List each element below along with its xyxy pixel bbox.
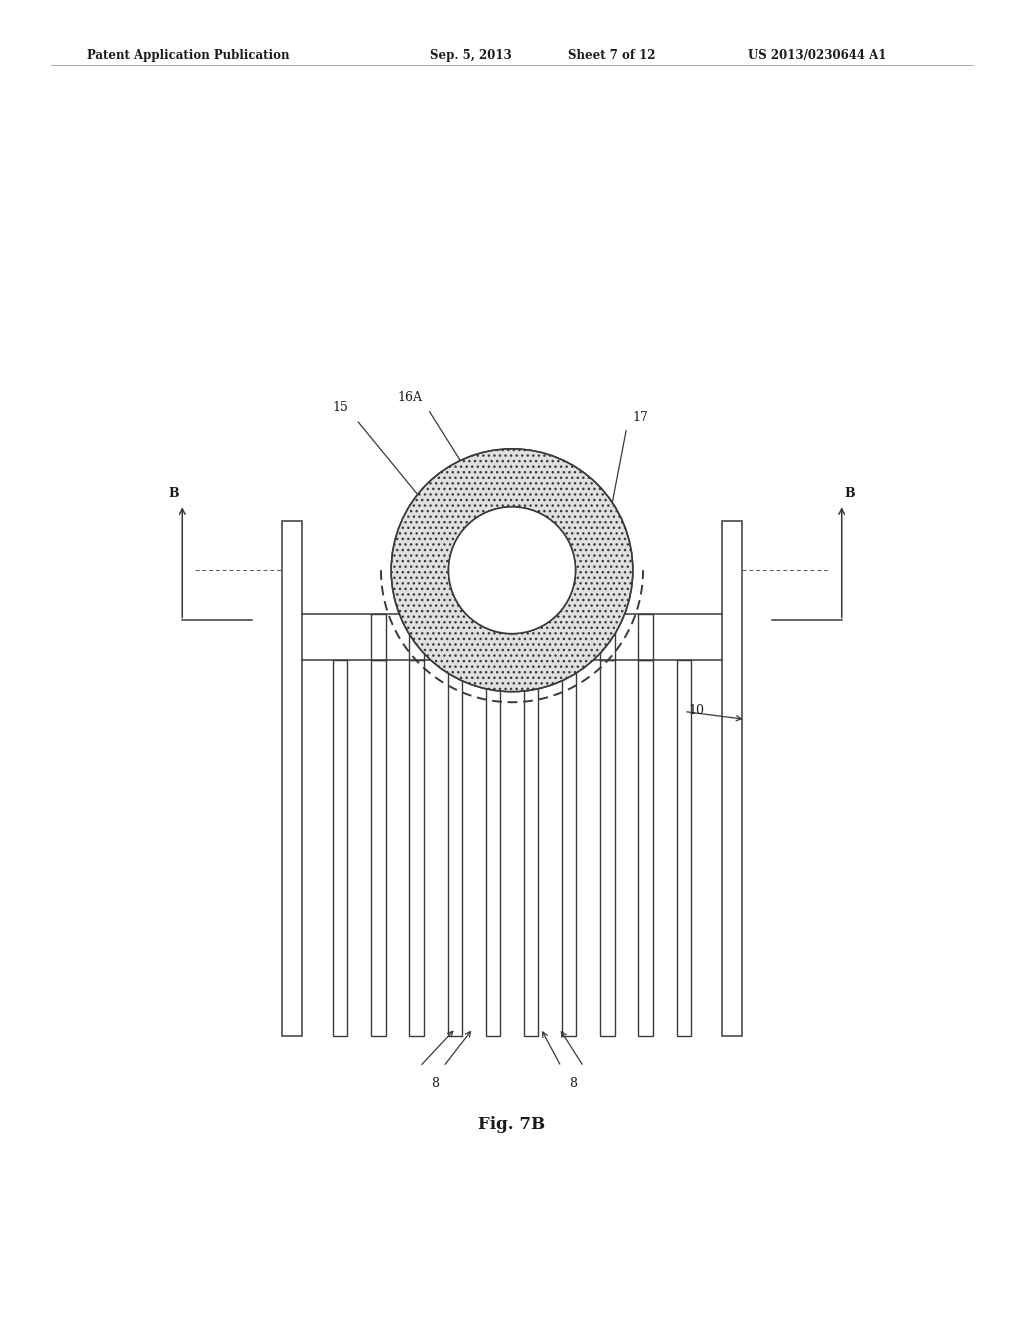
Bar — [524, 614, 539, 660]
Bar — [722, 521, 742, 1036]
Text: 17: 17 — [633, 411, 649, 424]
Text: Patent Application Publication: Patent Application Publication — [87, 49, 290, 62]
Text: Sheet 7 of 12: Sheet 7 of 12 — [568, 49, 655, 62]
Ellipse shape — [449, 507, 575, 634]
Text: 16A: 16A — [398, 391, 423, 404]
Bar — [485, 614, 500, 660]
Bar — [562, 614, 577, 660]
Bar — [600, 660, 614, 1036]
Ellipse shape — [391, 449, 633, 692]
Bar — [600, 614, 614, 660]
Text: B: B — [845, 487, 855, 500]
Bar — [638, 660, 652, 1036]
Bar — [333, 660, 347, 1036]
Bar — [447, 614, 462, 660]
Bar — [372, 660, 386, 1036]
Text: 10: 10 — [688, 704, 705, 717]
Bar — [677, 660, 691, 1036]
Bar — [562, 660, 577, 1036]
Text: US 2013/0230644 A1: US 2013/0230644 A1 — [748, 49, 886, 62]
Bar — [410, 614, 424, 660]
Bar — [447, 660, 462, 1036]
Bar — [372, 614, 386, 660]
Ellipse shape — [449, 507, 575, 634]
Bar — [282, 521, 302, 1036]
Text: Fig. 7B: Fig. 7B — [478, 1117, 546, 1133]
Text: Sep. 5, 2013: Sep. 5, 2013 — [430, 49, 512, 62]
Text: 8: 8 — [431, 1077, 439, 1090]
Bar — [524, 660, 539, 1036]
Bar — [485, 660, 500, 1036]
Text: 15: 15 — [332, 401, 348, 414]
Bar — [410, 660, 424, 1036]
Bar — [638, 614, 652, 660]
Text: 8: 8 — [569, 1077, 578, 1090]
Text: B: B — [169, 487, 179, 500]
